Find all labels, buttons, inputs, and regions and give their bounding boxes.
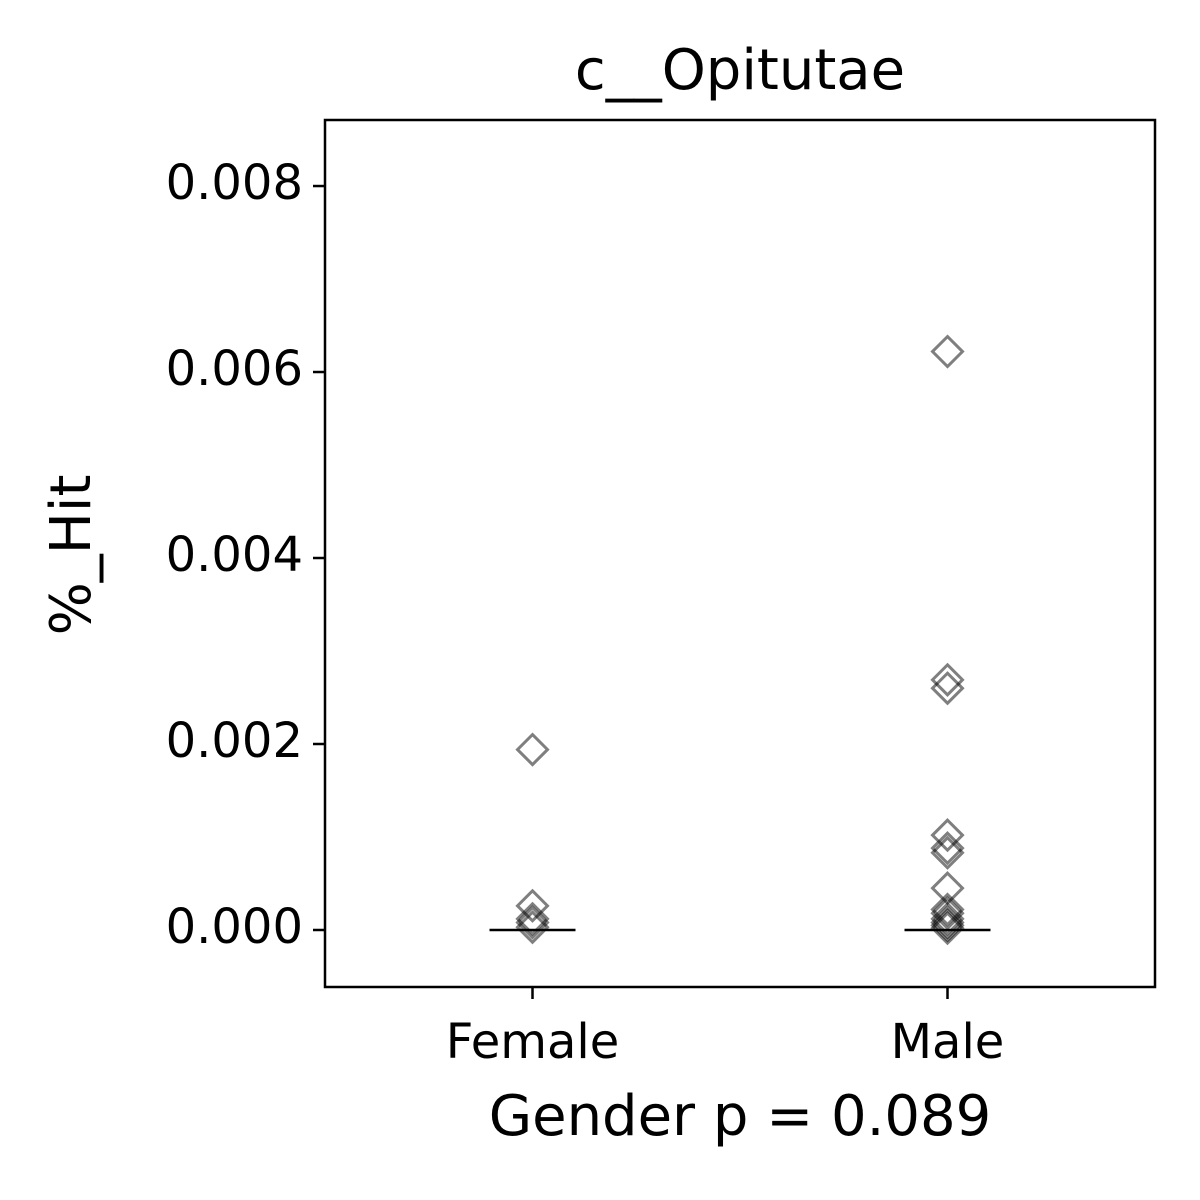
point xyxy=(930,671,965,706)
y-tick-label: 0.002 xyxy=(166,713,303,769)
point xyxy=(930,835,965,870)
x-tick-label: Female xyxy=(446,1014,620,1070)
x-axis-label: Gender p = 0.089 xyxy=(489,1084,992,1149)
y-tick-label: 0.006 xyxy=(166,341,303,397)
point xyxy=(930,334,965,369)
point xyxy=(930,662,965,697)
point xyxy=(515,910,550,945)
y-tick-label: 0.008 xyxy=(166,155,303,211)
point xyxy=(930,818,965,853)
point xyxy=(515,888,550,923)
point xyxy=(930,901,965,936)
point xyxy=(930,905,965,940)
point xyxy=(515,901,550,936)
point xyxy=(930,908,965,943)
point xyxy=(930,896,965,931)
point xyxy=(930,892,965,927)
x-tick-label: Male xyxy=(891,1014,1005,1070)
point xyxy=(930,831,965,866)
plot-frame xyxy=(323,118,1157,989)
y-tick-label: 0.004 xyxy=(166,527,303,583)
point xyxy=(930,911,965,946)
y-axis-label: %_Hit xyxy=(39,475,104,636)
y-tick-label: 0.000 xyxy=(166,899,303,955)
chart-title: c__Opitutae xyxy=(575,38,905,103)
point xyxy=(515,732,550,767)
point xyxy=(515,905,550,940)
